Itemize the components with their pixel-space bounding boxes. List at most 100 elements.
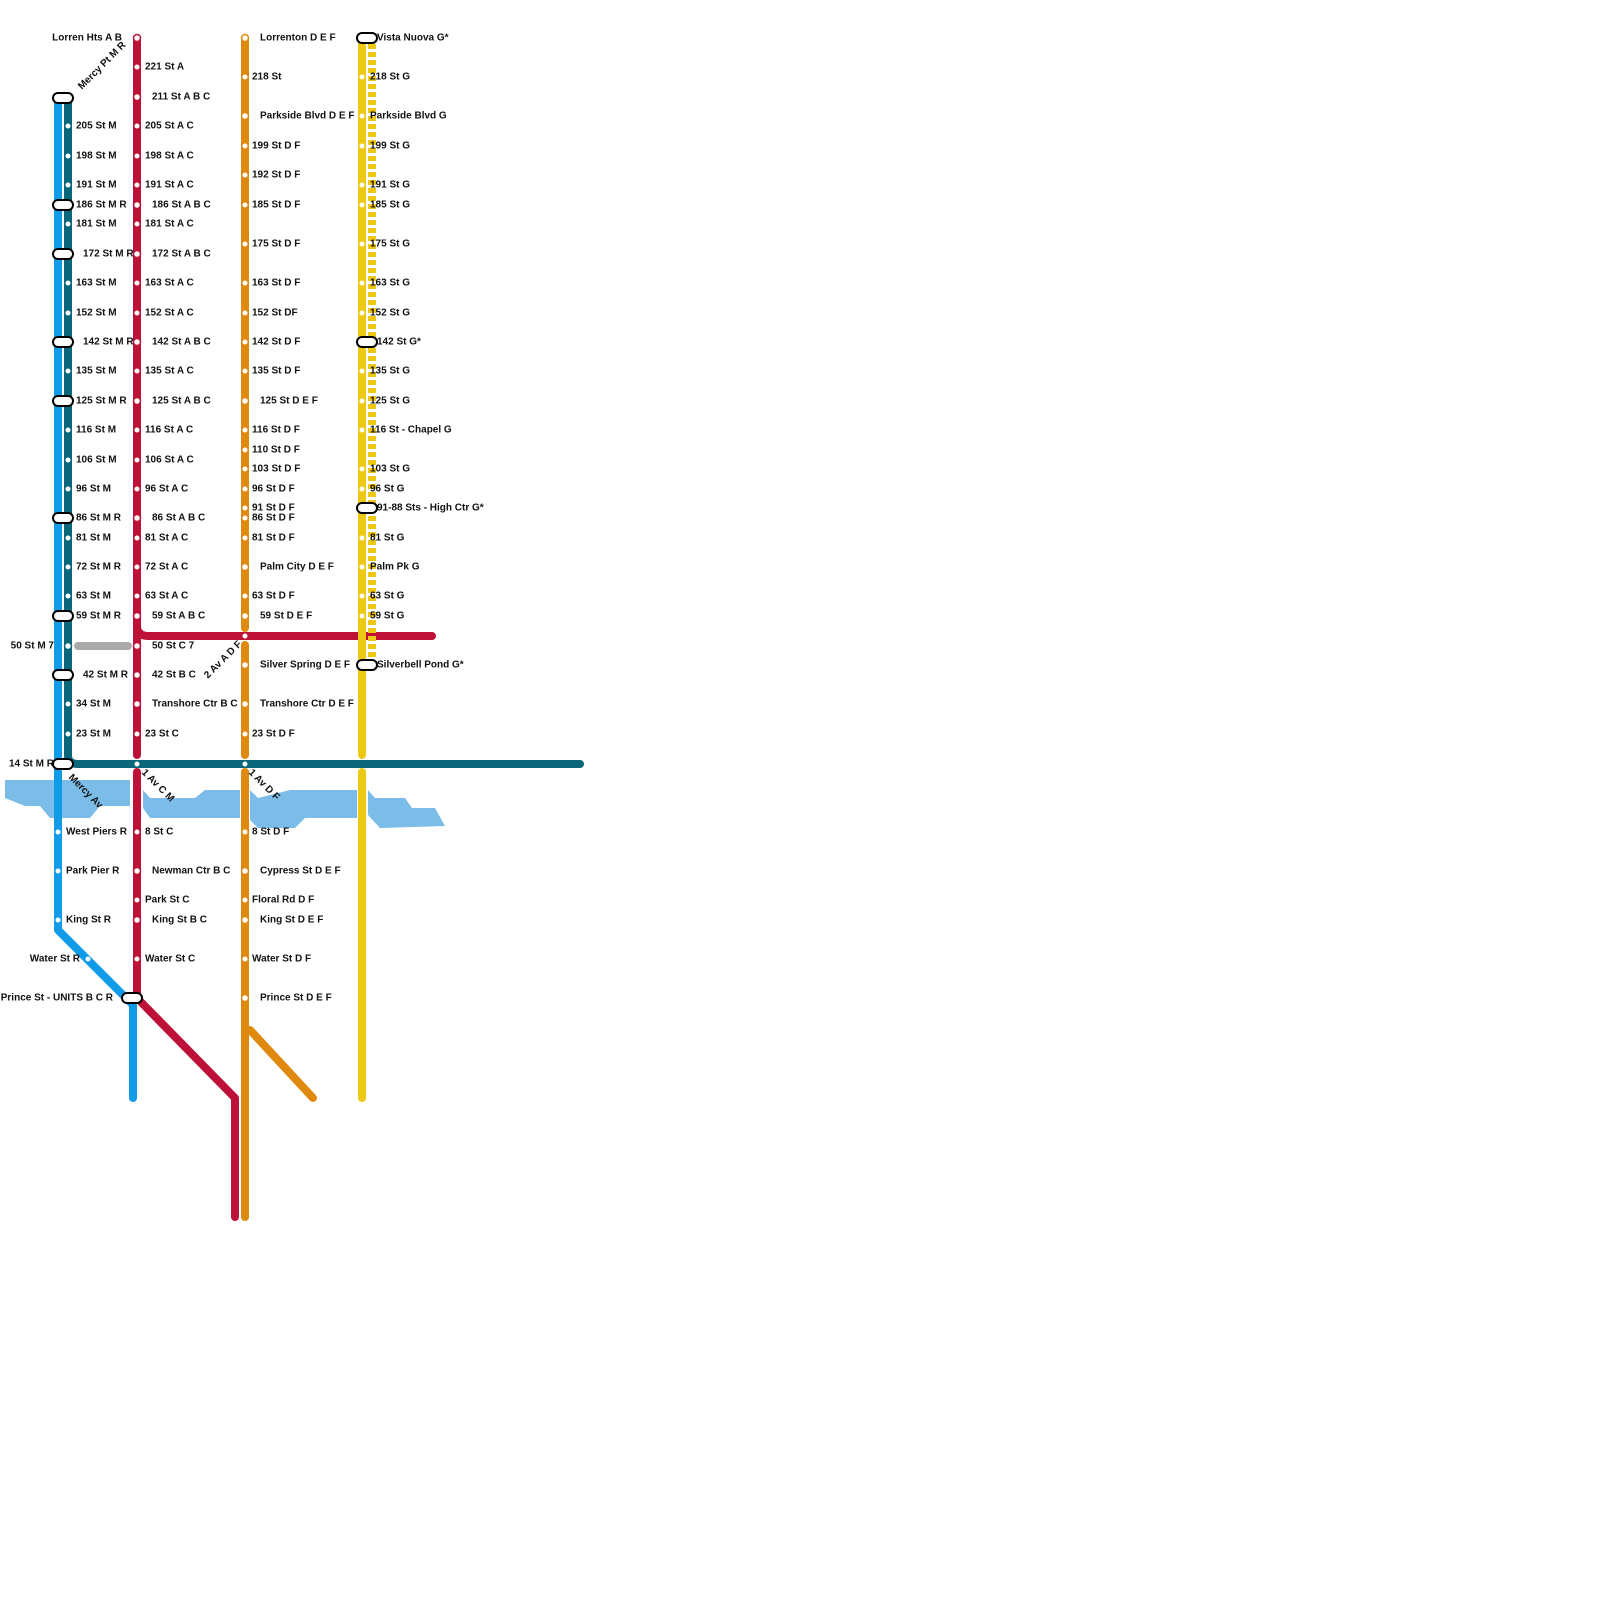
station-dot [134, 182, 140, 188]
station-label: 135 St D F [252, 366, 300, 377]
interchange-pill [356, 336, 378, 348]
station-label: 63 St M [76, 591, 111, 602]
station-label: 59 St D E F [260, 611, 312, 622]
station-dot [134, 829, 140, 835]
station-label: 135 St A C [145, 366, 194, 377]
station-label: 175 St G [370, 239, 410, 250]
station-label: 186 St A B C [152, 200, 211, 211]
station-label: 142 St G* [377, 337, 421, 348]
station-label: 50 St M 7 [11, 641, 55, 652]
station-dot [242, 535, 248, 541]
station-label: 23 St M [76, 729, 111, 740]
station-label: 135 St M [76, 366, 117, 377]
station-dot [359, 466, 365, 472]
station-dot [65, 486, 71, 492]
station-dot [65, 153, 71, 159]
station-dot [242, 74, 248, 80]
station-dot [242, 956, 248, 962]
interchange-ring [63, 641, 73, 651]
interchange-ring [132, 33, 142, 43]
station-dot [242, 486, 248, 492]
station-dot [134, 593, 140, 599]
station-label: 59 St M R [76, 611, 122, 622]
interchange-pill [52, 669, 74, 681]
station-label: 72 St A C [145, 562, 188, 573]
station-label: 181 St A C [145, 219, 194, 230]
station-label: 172 St A B C [152, 249, 211, 260]
interchange-ring [240, 611, 250, 621]
station-dot [359, 202, 365, 208]
station-dot [359, 564, 365, 570]
station-label: 116 St - Chapel G [370, 425, 452, 436]
interchange-ring [132, 670, 142, 680]
station-label: 205 St M [76, 121, 117, 132]
station-label: 218 St G [370, 72, 410, 83]
station-label: 91-88 Sts - High Ctr G* [377, 503, 484, 514]
station-dot [242, 829, 248, 835]
station-label: 192 St D F [252, 170, 300, 181]
station-label: 23 St D F [252, 729, 295, 740]
station-label: 125 St D E F [260, 396, 318, 407]
interchange-ring [240, 396, 250, 406]
interchange-ring [132, 249, 142, 259]
station-label: Water St D F [252, 954, 311, 965]
station-dot [134, 368, 140, 374]
station-label: Silver Spring D E F [260, 660, 350, 671]
station-dot [134, 535, 140, 541]
station-label: Water St R [30, 954, 81, 965]
interchange-ring [240, 33, 250, 43]
interchange-ring [132, 513, 142, 523]
station-label: 103 St G [370, 464, 410, 475]
station-dot [359, 368, 365, 374]
station-dot [359, 143, 365, 149]
interchange-pill [52, 610, 74, 622]
water [5, 780, 445, 828]
interchange-pill [52, 758, 74, 770]
station-dot [134, 64, 140, 70]
station-label: 63 St A C [145, 591, 188, 602]
station-dot [242, 368, 248, 374]
station-dot [65, 427, 71, 433]
station-label: 125 St M R [76, 396, 127, 407]
station-label: 116 St A C [145, 425, 193, 436]
station-label: 96 St D F [252, 484, 295, 495]
station-label: Transhore Ctr B C [152, 699, 238, 710]
station-dot [65, 457, 71, 463]
station-label: 175 St D F [252, 239, 300, 250]
station-dot [65, 221, 71, 227]
station-label: 96 St A C [145, 484, 188, 495]
station-dot [359, 241, 365, 247]
interchange-pill [52, 512, 74, 524]
station-dot [242, 241, 248, 247]
station-label: Prince St D E F [260, 993, 332, 1004]
station-dot [242, 515, 248, 521]
station-label: Newman Ctr B C [152, 866, 230, 877]
station-dot [65, 280, 71, 286]
station-dot [85, 956, 91, 962]
station-label: 81 St M [76, 533, 111, 544]
station-dot [359, 535, 365, 541]
station-label: Parkside Blvd G [370, 111, 447, 122]
station-dot [134, 897, 140, 903]
station-label: 96 St G [370, 484, 405, 495]
station-dot [242, 505, 248, 511]
interchange-ring [132, 641, 142, 651]
station-label: 86 St A B C [152, 513, 205, 524]
station-dot [242, 202, 248, 208]
station-label: 218 St [252, 72, 282, 83]
station-label: 163 St G [370, 278, 410, 289]
interchange-ring [240, 660, 250, 670]
station-label: 14 St M R [9, 759, 55, 770]
station-dot [134, 310, 140, 316]
station-dot [134, 153, 140, 159]
interchange-ring [240, 699, 250, 709]
station-dot [359, 398, 365, 404]
station-label: 86 St M R [76, 513, 122, 524]
station-label: 152 St A C [145, 308, 194, 319]
street-label: Mercy Pt M R [76, 39, 129, 92]
station-label: Transhore Ctr D E F [260, 699, 354, 710]
station-label: 163 St A C [145, 278, 194, 289]
station-label: 96 St M [76, 484, 111, 495]
station-label: 116 St D F [252, 425, 300, 436]
